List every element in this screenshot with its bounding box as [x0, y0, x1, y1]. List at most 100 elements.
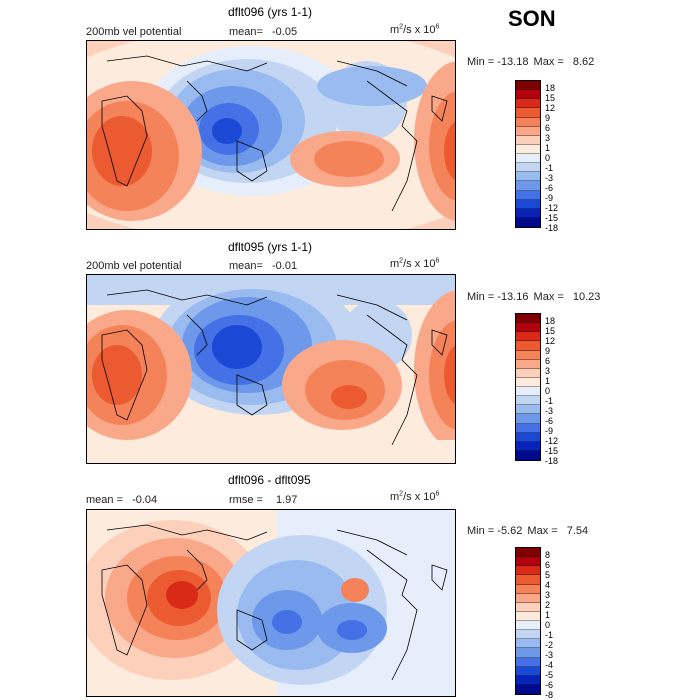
panel2-min-value: -13.16	[497, 291, 529, 303]
panel2-max-value: 10.23	[572, 291, 601, 303]
colorbar-tick-label: 4	[545, 580, 551, 590]
colorbar-swatch	[516, 368, 540, 378]
panel1-max-value: 8.62	[572, 56, 595, 68]
colorbar-tick-label: 3	[545, 133, 551, 143]
colorbar-tick-label: 15	[545, 93, 556, 103]
panel3-map	[86, 509, 456, 697]
colorbar-swatch	[516, 548, 540, 558]
panel1-min-label: Min =	[467, 56, 495, 68]
colorbar-swatch	[516, 387, 540, 397]
colorbar-tick-label: 1	[545, 376, 551, 386]
colorbar-tick-label: 1	[545, 610, 551, 620]
colorbar-tick-label: 6	[545, 123, 551, 133]
colorbar-swatch	[516, 126, 540, 136]
colorbar-swatch	[516, 648, 540, 658]
panel3-units: m2/s x 106	[390, 490, 440, 503]
colorbar-swatch	[516, 666, 540, 676]
colorbar-tick-label: -8	[545, 690, 554, 700]
colorbar-swatch	[516, 341, 540, 351]
colorbar-tick-label: -4	[545, 660, 554, 670]
colorbar-swatch	[516, 99, 540, 109]
panel3-rmse-label: rmse =	[229, 494, 263, 506]
colorbar-tick-label: -3	[545, 173, 554, 183]
colorbar-tick-label: -15	[545, 213, 559, 223]
colorbar-swatch	[516, 377, 540, 387]
colorbar-swatch	[516, 432, 540, 442]
colorbar-tick-label: -2	[545, 640, 554, 650]
colorbar-swatch	[516, 314, 540, 324]
panel1-units: m2/s x 106	[390, 23, 440, 36]
colorbar-swatch	[516, 423, 540, 433]
panel3-min-value: -5.62	[497, 525, 523, 537]
colorbar-tick-label: -12	[545, 203, 559, 213]
panel2-field-label: 200mb vel potential	[86, 260, 182, 272]
colorbar-swatch	[516, 108, 540, 118]
panel3-max-value: 7.54	[566, 525, 589, 537]
colorbar-swatch	[516, 208, 540, 218]
panel3-title: dflt096 - dflt095	[228, 473, 311, 487]
colorbar-swatch	[516, 81, 540, 91]
colorbar-tick-label: -6	[545, 416, 554, 426]
colorbar-swatch	[516, 163, 540, 173]
colorbar-tick-label: 5	[545, 570, 551, 580]
colorbar-swatch	[516, 584, 540, 594]
colorbar-tick-label: -6	[545, 183, 554, 193]
colorbar-swatch	[516, 154, 540, 164]
colorbar-tick-label: 6	[545, 356, 551, 366]
colorbar-swatch	[516, 199, 540, 209]
panel2-colorbar	[515, 313, 541, 461]
colorbar-swatch	[516, 684, 540, 694]
panel1-title: dflt096 (yrs 1-1)	[228, 5, 313, 19]
colorbar-swatch	[516, 217, 540, 227]
panel2-max-label: Max =	[533, 291, 564, 303]
colorbar-tick-label: -12	[545, 436, 559, 446]
panel1-colorbar-ticks: 18 15 12 9 6 3 1 0 -1 -3 -6 -9 -12 -15 -18	[545, 83, 558, 233]
colorbar-swatch	[516, 190, 540, 200]
colorbar-tick-label: -1	[545, 396, 554, 406]
colorbar-tick-label: 3	[545, 366, 551, 376]
colorbar-swatch	[516, 441, 540, 451]
colorbar-tick-label: 0	[545, 153, 551, 163]
panel1-mean-label: mean=	[229, 26, 263, 38]
colorbar-tick-label: 15	[545, 326, 556, 336]
panel2-mean-value: -0.01	[272, 260, 298, 272]
colorbar-tick-label: 12	[545, 336, 556, 346]
colorbar-swatch	[516, 172, 540, 182]
colorbar-tick-label: 6	[545, 560, 551, 570]
colorbar-tick-label: -1	[545, 163, 554, 173]
colorbar-tick-label: 2	[545, 600, 551, 610]
colorbar-swatch	[516, 90, 540, 100]
panel1-max-label: Max =	[533, 56, 564, 68]
colorbar-swatch	[516, 593, 540, 603]
colorbar-swatch	[516, 557, 540, 567]
colorbar-tick-label: -6	[545, 680, 554, 690]
colorbar-tick-label: -3	[545, 650, 554, 660]
panel1-mean-value: -0.05	[272, 26, 298, 38]
colorbar-swatch	[516, 611, 540, 621]
colorbar-swatch	[516, 675, 540, 685]
colorbar-swatch	[516, 144, 540, 154]
colorbar-tick-label: -18	[545, 223, 559, 233]
colorbar-tick-label: -1	[545, 630, 554, 640]
colorbar-tick-label: 18	[545, 316, 556, 326]
panel2-title: dflt095 (yrs 1-1)	[228, 240, 313, 254]
colorbar-tick-label: 3	[545, 590, 551, 600]
colorbar-tick-label: 9	[545, 346, 551, 356]
colorbar-tick-label: -9	[545, 426, 554, 436]
panel1-min-value: -13.18	[497, 56, 529, 68]
colorbar-tick-label: -15	[545, 446, 559, 456]
colorbar-swatch	[516, 621, 540, 631]
colorbar-swatch	[516, 450, 540, 460]
panel3-max-label: Max =	[527, 525, 558, 537]
colorbar-tick-label: -5	[545, 670, 554, 680]
colorbar-swatch	[516, 405, 540, 415]
panel2-map	[86, 274, 456, 464]
panel3-colorbar-ticks: 8 6 5 4 3 2 1 0 -1 -2 -3 -4 -5 -6 -8	[545, 550, 553, 700]
panel2-min-label: Min =	[467, 291, 495, 303]
colorbar-swatch	[516, 350, 540, 360]
season-label: SON	[508, 6, 556, 31]
panel3-rmse-value: 1.97	[276, 494, 298, 506]
colorbar-swatch	[516, 332, 540, 342]
panel2-mean-label: mean=	[229, 260, 263, 272]
colorbar-tick-label: 9	[545, 113, 551, 123]
